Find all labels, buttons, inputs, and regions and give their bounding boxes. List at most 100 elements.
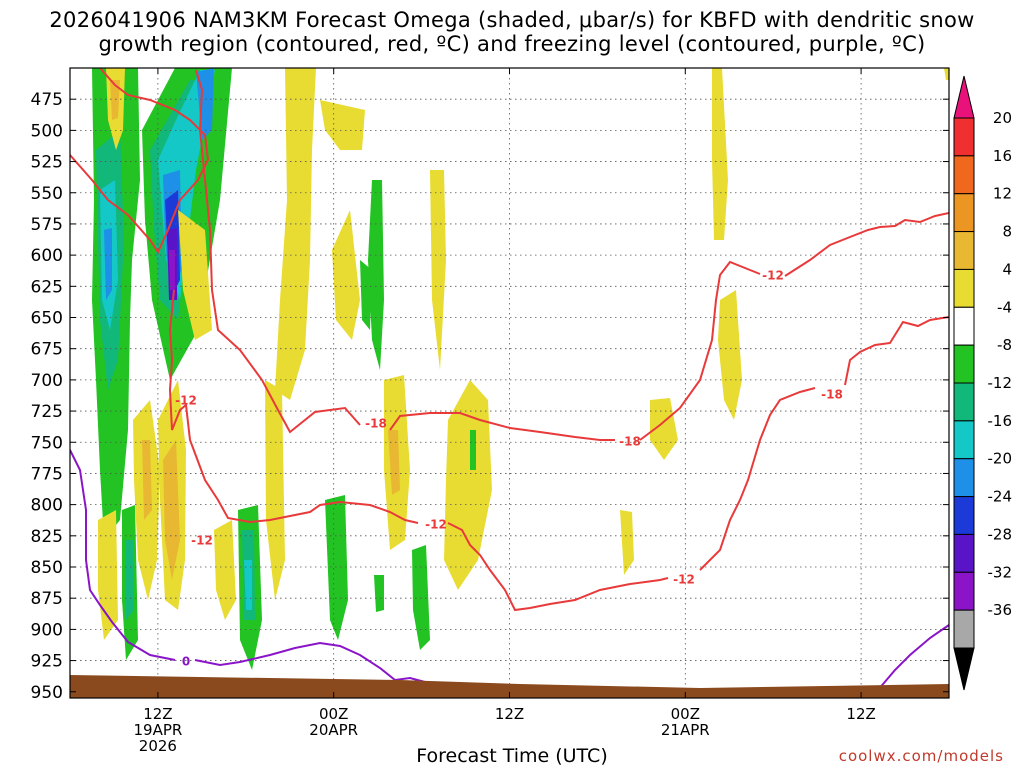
colorbar-segment (953, 609, 975, 649)
y-tick-label: 600 (31, 246, 63, 266)
omega-region-34 (650, 398, 678, 460)
freezing-level-label: 0 (182, 655, 190, 669)
omega-region-44 (470, 430, 476, 470)
omega-region-41 (325, 495, 348, 640)
dgz-contour-1 (195, 69, 361, 434)
omega-region-37 (718, 290, 742, 420)
omega-region-18 (178, 210, 212, 340)
grid-layer (70, 68, 949, 698)
colorbar-label: -12 (988, 374, 1013, 392)
dgz-contour-label: -12 (175, 394, 197, 408)
colorbar-label: -36 (988, 601, 1013, 619)
omega-region-15 (142, 440, 152, 520)
chart-title-line2: growth region (contoured, red, ºC) and f… (98, 32, 926, 56)
colorbar-segment (953, 344, 975, 384)
x-tick-label: 19APR (133, 721, 182, 739)
x-tick-label: 21APR (661, 721, 710, 739)
colorbar-top-arrow (953, 75, 975, 119)
y-tick-label: 475 (31, 90, 63, 110)
colorbar-segment (953, 268, 975, 308)
omega-region-36 (712, 68, 728, 240)
x-tick-label: 12Z (495, 705, 524, 723)
dgz-contour-label: -12 (673, 573, 695, 587)
y-tick-label: 900 (31, 620, 63, 640)
dgz-contour-7 (699, 387, 816, 571)
y-tick-label: 625 (31, 277, 63, 297)
colorbar-segment (953, 458, 975, 498)
omega-region-19 (98, 510, 118, 640)
colorbar-segment (953, 420, 975, 460)
omega-region-27 (320, 100, 365, 150)
y-tick-label: 675 (31, 340, 63, 360)
x-tick-label: 00Z (319, 705, 348, 723)
y-tick-label: 575 (31, 215, 63, 235)
omega-region-13 (110, 80, 120, 120)
y-tick-label: 925 (31, 652, 63, 672)
omega-region-38 (944, 68, 949, 80)
dgz-contour-6 (447, 522, 669, 612)
colorbar-label: 8 (1002, 223, 1012, 241)
dgz-contour-5 (168, 289, 419, 524)
omega-region-25 (244, 560, 252, 610)
omega-region-3 (104, 228, 112, 300)
dgz-contour-label: -12 (191, 534, 213, 548)
y-tick-label: 500 (31, 121, 63, 141)
dgz-contour-8 (844, 316, 949, 386)
dgz-contour-4 (784, 212, 949, 277)
colorbar-segment (953, 306, 975, 346)
freezing-level-contour-2 (877, 624, 949, 691)
omega-region-28 (332, 210, 360, 340)
y-tick-label: 700 (31, 371, 63, 391)
dgz-contour-label: -12 (762, 269, 784, 283)
contour-layer: -12 -18 -18 -12 -18 -12 -12 -12 0 (70, 68, 949, 691)
x-tick-label: 2026 (139, 737, 177, 755)
colorbar-label: -24 (988, 488, 1013, 506)
colorbar-segment (953, 382, 975, 422)
colorbar-label: -4 (997, 298, 1012, 316)
omega-region-32 (430, 170, 446, 370)
colorbar-label: -20 (988, 450, 1013, 468)
x-axis-title: Forecast Time (UTC) (416, 745, 608, 767)
omega-region-39 (368, 180, 384, 370)
colorbar-label: 16 (993, 147, 1012, 165)
y-tick-label: 525 (31, 153, 63, 173)
omega-shading-layer (92, 68, 949, 670)
omega-region-43 (374, 575, 384, 612)
colorbar-bottom-arrow (953, 647, 975, 691)
chart-title-line1: 2026041906 NAM3KM Forecast Omega (shaded… (49, 8, 975, 32)
omega-region-35 (620, 510, 634, 575)
colorbar-segment (953, 231, 975, 270)
omega-region-26 (275, 68, 316, 400)
y-tick-label: 650 (31, 309, 63, 329)
colorbar-label: 12 (993, 185, 1012, 203)
credit-text: coolwx.com/models (838, 747, 1004, 765)
y-tick-label: 550 (31, 184, 63, 204)
colorbar-label: -28 (988, 525, 1013, 543)
colorbar: 20 16 12 8 4 -4 -8 -12 -16 -20 -24 -28 -32 -36 (953, 75, 1013, 691)
y-tick-label: 850 (31, 558, 63, 578)
omega-region-31 (388, 430, 400, 495)
colorbar-segment (953, 193, 975, 233)
omega-region-17 (163, 440, 180, 580)
colorbar-segment (953, 117, 975, 157)
freezing-level-contour-0 (70, 449, 176, 661)
y-axis: 475 500 525 550 575 600 625 650 675 700 725 750 775 8… (31, 90, 949, 703)
colorbar-segment (953, 496, 975, 535)
dgz-contour-label: -18 (821, 388, 843, 402)
colorbar-segment (953, 533, 975, 573)
colorbar-label: -8 (997, 336, 1012, 354)
colorbar-label: -16 (988, 412, 1013, 430)
omega-region-20 (214, 520, 236, 620)
x-tick-label: 20APR (309, 721, 358, 739)
colorbar-segment (953, 155, 975, 195)
colorbar-segment (953, 571, 975, 611)
x-tick-label: 12Z (846, 705, 875, 723)
colorbar-label: 20 (993, 109, 1012, 127)
dgz-contour-label: -12 (425, 518, 447, 532)
ground-surface (70, 675, 949, 698)
y-tick-label: 950 (31, 683, 63, 703)
dgz-contour-2 (389, 412, 615, 441)
dgz-contour-0 (70, 68, 210, 255)
